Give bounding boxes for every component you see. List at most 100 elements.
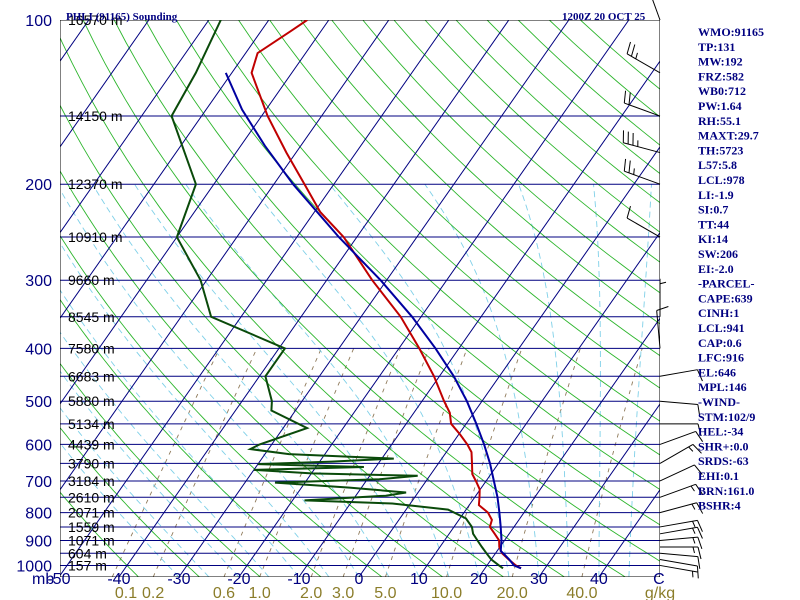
mixing-ratio-line: [446, 348, 523, 577]
mixing-ratio-tick-label: 0.1: [115, 585, 137, 600]
isobars: [60, 20, 660, 577]
wind-barb-shaft: [659, 558, 698, 567]
observation-time: 1200Z 20 OCT 25: [562, 11, 646, 23]
wind-barb: [623, 158, 661, 185]
wind-barb: [659, 502, 704, 514]
stability-index: LFC:916: [698, 351, 744, 365]
dry-adiabat: [60, 426, 200, 577]
dry-adiabat: [393, 20, 660, 263]
wind-barb-full: [628, 160, 631, 173]
wind-barb-shaft: [659, 502, 697, 514]
dry-adiabat: [517, 20, 660, 146]
wind-barb: [659, 519, 703, 532]
wind-barb-full: [623, 158, 627, 172]
dry-adiabat: [238, 20, 660, 422]
wind-barb: [623, 90, 661, 117]
pressure-tick-label: 200: [25, 177, 52, 194]
wind-barb: [659, 400, 701, 417]
height-label: 3184 m: [68, 473, 115, 489]
profile-temperature: [250, 20, 522, 570]
wind-barb-full: [694, 464, 703, 475]
dry-adiabat: [113, 20, 660, 562]
wind-barb: [656, 306, 669, 349]
stability-index: TH:5723: [698, 143, 743, 157]
wind-barb-full: [626, 206, 631, 219]
dry-adiabat: [207, 20, 660, 456]
dry-adiabat: [60, 298, 322, 577]
wind-barb-half: [692, 521, 696, 528]
height-label: 7580 m: [68, 340, 115, 356]
wind-barb-shaft: [659, 564, 698, 573]
wind-barb-shaft: [626, 217, 661, 238]
isotherm-line: [418, 231, 660, 577]
height-label: 6683 m: [68, 368, 115, 384]
wind-barb-half: [688, 446, 694, 452]
mixing-ratio-tick-label: 5.0: [374, 585, 396, 600]
mixing-ratio-tick-label: 0.2: [142, 585, 164, 600]
wind-barb: [659, 443, 702, 464]
stability-index: RH:55.1: [698, 114, 741, 128]
dry-adiabat: [300, 20, 660, 357]
wind-barb: [659, 483, 704, 498]
stability-index: EI:-2.0: [698, 262, 734, 276]
wind-barb: [659, 526, 703, 539]
wind-barb-full: [630, 44, 636, 57]
moist-adiabat: [185, 183, 450, 577]
wind-barb: [659, 278, 667, 317]
mixing-ratio-tick-label: 40.0: [566, 585, 597, 600]
height-label: 2610 m: [68, 489, 115, 505]
temperature-tick-label: -20: [227, 571, 250, 588]
isotherm-line: [478, 317, 660, 577]
stability-index: LCL:941: [698, 321, 745, 335]
stability-index: LI:-1.9: [698, 188, 734, 202]
wind-barb-shaft: [659, 552, 698, 558]
isotherm-line: [60, 20, 210, 234]
temperature-tick-label: C: [653, 571, 665, 588]
mixing-ratio-line: [152, 348, 258, 577]
mixing-ratio-line: [259, 348, 355, 577]
wind-barb: [626, 206, 661, 238]
stability-index: WB0:712: [698, 84, 746, 98]
moist-adiabat: [60, 188, 360, 577]
wind-barb-half: [691, 503, 696, 510]
isotherm-line: [60, 20, 150, 148]
wind-barb-shaft: [624, 170, 661, 185]
pressure-tick-label: 500: [25, 394, 52, 411]
wind-barb-full: [692, 444, 702, 454]
isotherm-line: [298, 60, 660, 577]
isotherm-line: [60, 20, 270, 320]
temperature-tick-label: -50: [47, 571, 70, 588]
wind-barb-shaft: [659, 536, 698, 541]
wind-barb-full: [697, 556, 701, 569]
wind-barb-shaft: [659, 519, 698, 528]
stability-index: SI:0.7: [698, 203, 728, 217]
wind-barb-shaft: [659, 483, 696, 498]
wind-barb: [626, 41, 661, 74]
stability-index: MW:192: [698, 55, 743, 69]
wind-barb-full: [656, 306, 669, 312]
wind-barb-half: [635, 52, 638, 59]
pressure-tick-labels: 100 200 300 400 500 600 700 800 900 1000: [16, 13, 52, 575]
isotherm-line: [0, 20, 29, 577]
wind-barb-shaft: [659, 526, 698, 535]
wind-barb-shaft: [626, 53, 661, 74]
height-label: 1071 m: [68, 532, 115, 548]
stability-index: MPL:146: [698, 380, 747, 394]
pressure-tick-label: 1000: [16, 558, 52, 575]
isotherm-line: [538, 403, 660, 577]
stability-index: SRDS:-63: [698, 454, 749, 468]
wind-barb: [659, 369, 703, 382]
isotherm-line: [60, 20, 330, 405]
dry-adiabat: [548, 20, 660, 118]
wind-barb-half: [692, 546, 695, 554]
moist-adiabat: [60, 242, 330, 577]
wind-barb-full: [626, 41, 631, 54]
isotherm-line: [118, 20, 510, 577]
mixing-ratio-line: [223, 348, 322, 577]
wind-barb-full: [696, 369, 703, 382]
mixing-ratio-tick-label: 0.6: [213, 585, 235, 600]
moist-adiabat: [134, 183, 420, 577]
stability-index: BSHR:4: [698, 499, 741, 513]
pressure-tick-label: 100: [25, 13, 52, 30]
wind-barb-shaft: [652, 0, 661, 21]
